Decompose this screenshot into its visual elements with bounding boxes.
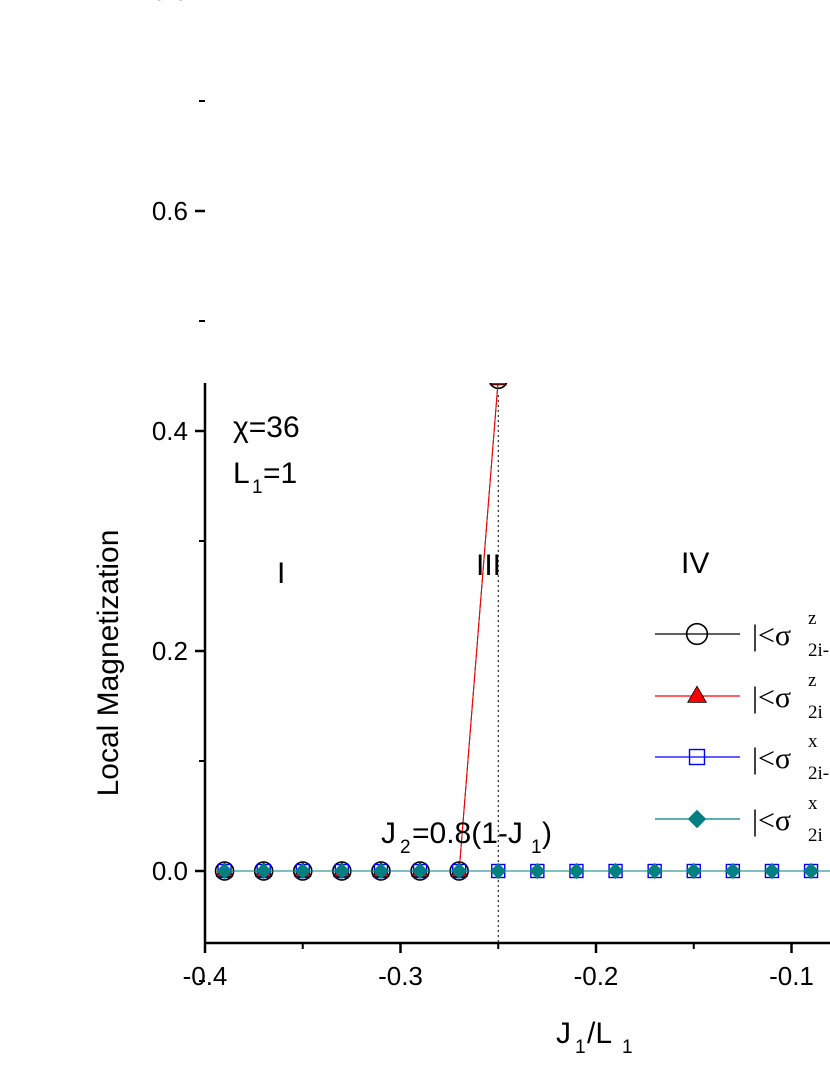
data-point: [646, 14, 664, 32]
data-point: [568, 862, 585, 880]
chi-annotation: χ=36: [233, 411, 300, 444]
legend-sub: 2i: [808, 702, 823, 723]
data-point: [568, 85, 584, 99]
x-tick-label: -0.4: [183, 961, 228, 991]
region-label-IV: IV: [681, 547, 709, 580]
legend-label: |<σ: [752, 804, 791, 837]
data-point: [685, 862, 702, 880]
data-point: [763, 862, 781, 880]
svg-text:=0.8(1-J: =0.8(1-J: [412, 817, 523, 850]
data-point: [372, 862, 390, 880]
svg-text:1: 1: [575, 1037, 586, 1058]
data-point: [686, 0, 702, 5]
data-point: [607, 43, 623, 57]
legend-sup: z: [808, 670, 816, 691]
series-layer: [214, 0, 830, 881]
legend-item: |<σ x 2i-: [655, 731, 829, 784]
data-point: [646, 862, 663, 880]
y-tick-label: 0.4: [152, 416, 188, 446]
data-point: [528, 146, 546, 164]
legend-label: |<σ: [752, 742, 791, 775]
svg-text:1: 1: [252, 477, 263, 498]
svg-text:/L: /L: [587, 1017, 612, 1050]
legend-label: |<σ: [752, 619, 791, 652]
x-tick-label: -0.1: [769, 961, 814, 991]
svg-text:L: L: [233, 457, 250, 490]
svg-text:J: J: [556, 1017, 571, 1050]
x-tick-label: -0.3: [378, 961, 423, 991]
data-point: [529, 862, 546, 880]
legend-sup: x: [808, 731, 818, 752]
y-axis-title: Local Magnetization: [92, 530, 125, 797]
data-point: [411, 862, 429, 880]
data-point: [490, 862, 507, 880]
series-3: [216, 862, 830, 880]
legend-marker: [687, 809, 707, 829]
data-point: [333, 862, 350, 880]
svg-text:=1: =1: [263, 457, 297, 490]
legend-sup: z: [808, 608, 816, 629]
data-point: [216, 862, 233, 880]
y-tick-label: 0.8: [152, 0, 188, 6]
legend-sub: 2i-: [808, 763, 829, 784]
region-label-I: I: [277, 557, 285, 590]
data-point: [489, 383, 508, 390]
x-axis-title: J 1 /L 1: [556, 1017, 633, 1058]
data-point: [255, 862, 272, 880]
data-point: [802, 862, 820, 880]
data-point: [489, 383, 508, 386]
legend-marker: [688, 748, 706, 766]
data-point: [607, 43, 625, 61]
legend-sub: 2i-: [808, 640, 829, 661]
J2-annotation: J 2 =0.8(1-J 1 ): [381, 817, 552, 858]
x-tick-label: -0.2: [574, 961, 619, 991]
y-tick-label: 0.6: [152, 196, 188, 226]
series-line: [224, 383, 499, 872]
data-point: [529, 146, 545, 160]
series-0: [214, 0, 703, 881]
legend-marker: [685, 622, 709, 646]
data-point: [451, 862, 468, 880]
legend-label: |<σ: [752, 681, 791, 714]
svg-text:1: 1: [622, 1037, 633, 1058]
data-point: [724, 862, 741, 880]
svg-text:J: J: [381, 817, 396, 850]
svg-text:): ): [542, 817, 552, 850]
y-axis-ticks: 0.00.20.40.60.81.0: [152, 0, 205, 982]
legend-marker: [687, 685, 707, 703]
legend-sup: x: [808, 793, 818, 814]
data-point: [294, 862, 311, 880]
y-tick-label: 0.0: [152, 856, 188, 886]
legend-sub: 2i: [808, 825, 823, 846]
x-axis-ticks: -0.4-0.3-0.2-0.10.00.10.2: [183, 943, 814, 991]
data-point: [685, 0, 703, 9]
svg-text:2: 2: [400, 837, 411, 858]
legend-item: |<σ z 2i-: [655, 608, 829, 661]
series-line: [224, 383, 499, 872]
region-label-III: III: [476, 549, 501, 582]
data-point: [607, 862, 624, 880]
phase-boundary-lines: [497, 395, 499, 943]
data-point: [567, 84, 585, 102]
series-1: [215, 0, 702, 877]
svg-text:1: 1: [531, 837, 542, 858]
L1-annotation: L 1 =1: [233, 457, 297, 498]
y-tick-label: 0.2: [152, 636, 188, 666]
data-point: [647, 14, 663, 28]
